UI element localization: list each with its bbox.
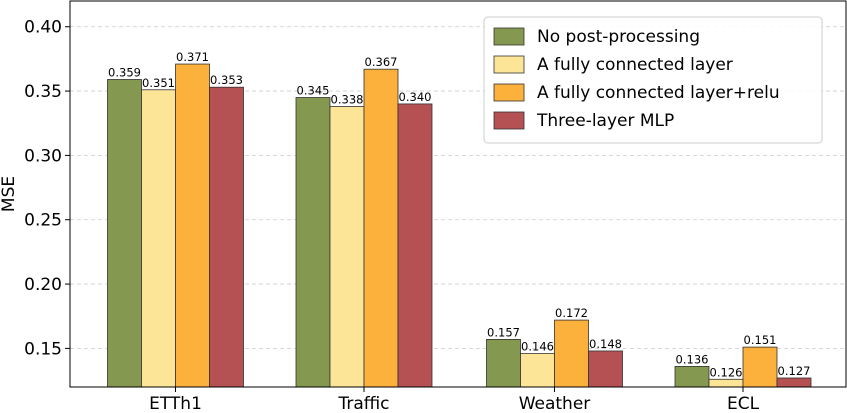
data-label: 0.146 [521,340,554,354]
bar-traffic-4 [397,103,433,388]
bar-weather-1 [486,338,521,388]
data-label: 0.351 [142,76,175,90]
data-label: 0.340 [399,90,432,104]
bar-traffic-2 [329,106,365,388]
bar-etth1-3 [175,63,210,388]
bar-etth1-2 [141,89,176,388]
x-tick-label: Traffic [337,394,389,413]
bar-weather-3 [554,319,589,388]
plot-frame [69,0,847,388]
legend-label: Three-layer MLP [536,111,674,131]
legend-label: A fully connected layer+relu [537,83,780,103]
bar-ecl-3 [742,346,778,388]
y-tick-label: 0.20 [24,275,62,295]
legend-label: A fully connected layer [537,55,733,75]
data-label: 0.126 [710,365,743,379]
legend-swatch [493,83,525,102]
bar-weather-2 [520,353,555,388]
x-tick-label: ECL [727,394,760,413]
data-label: 0.148 [589,337,622,351]
bar-traffic-3 [363,68,399,388]
legend-swatch [493,55,525,74]
y-tick-label: 0.15 [24,339,62,359]
data-label: 0.127 [778,364,811,378]
data-label: 0.353 [210,73,243,87]
bar-etth1-4 [209,86,244,388]
data-label: 0.151 [744,333,777,347]
x-axis: ETTh1 Traffic Weather ECL [149,387,760,413]
bar-etth1-1 [107,79,142,388]
data-label: 0.136 [676,352,709,366]
legend-items: No post-processing A fully connected laye… [493,27,780,131]
y-axis-title: MSE [0,176,19,212]
data-label: 0.359 [108,65,141,79]
legend-label: No post-processing [537,27,700,47]
data-label: 0.345 [297,84,330,98]
bars [107,63,812,388]
x-tick-label: ETTh1 [149,394,202,413]
legend-box [483,16,823,144]
y-axis: 0.15 0.20 0.25 0.30 0.35 0.40 [24,18,70,359]
legend-swatch [493,111,525,130]
bar-traffic-1 [295,97,331,388]
legend-swatch [493,27,525,46]
data-label: 0.371 [176,50,209,64]
y-tick-label: 0.30 [24,146,62,166]
legend: No post-processing A fully connected laye… [483,16,823,144]
y-tick-label: 0.25 [24,211,62,231]
data-label: 0.367 [365,55,398,69]
x-tick-label: Weather [519,394,591,413]
data-label: 0.172 [555,306,588,320]
bar-ecl-4 [776,377,812,388]
bar-ecl-1 [674,366,710,388]
bar-weather-4 [588,350,623,388]
data-label: 0.157 [487,325,520,339]
y-tick-label: 0.40 [24,18,62,38]
y-tick-label: 0.35 [24,82,62,102]
data-label: 0.338 [331,93,364,107]
bar-ecl-2 [708,378,744,388]
